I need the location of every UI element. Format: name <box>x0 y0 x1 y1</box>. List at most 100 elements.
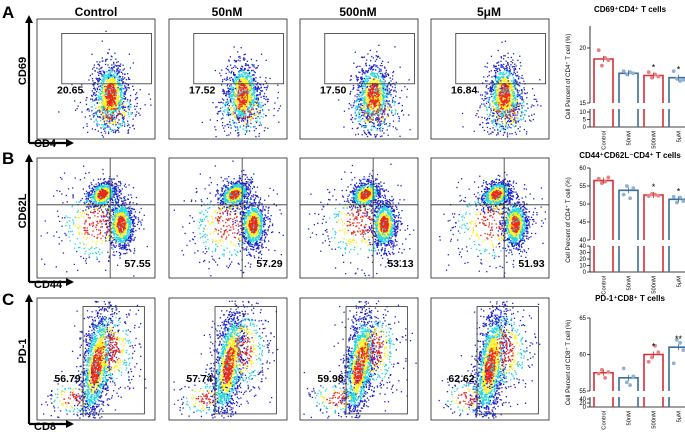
event-dot <box>246 131 247 132</box>
event-dot <box>382 118 383 119</box>
event-dot <box>401 90 402 91</box>
event-dot <box>114 103 115 104</box>
event-dot <box>229 110 230 111</box>
event-dot <box>372 108 373 109</box>
event-dot <box>503 129 504 130</box>
event-dot <box>237 132 238 133</box>
panel-label-c: C <box>2 290 14 309</box>
event-dot <box>395 110 396 111</box>
event-dot <box>356 67 357 68</box>
event-dot <box>240 78 241 79</box>
event-dot <box>495 78 496 79</box>
event-dot <box>117 85 118 86</box>
event-dot <box>101 124 102 125</box>
event-dot <box>243 125 244 126</box>
event-dot <box>395 87 396 88</box>
event-dot <box>102 102 103 103</box>
event-dot <box>513 68 514 69</box>
event-dot <box>376 77 377 78</box>
event-dot <box>357 77 358 78</box>
event-dot <box>352 117 353 118</box>
event-dot <box>370 89 371 90</box>
event-dot <box>366 126 367 127</box>
event-dot <box>133 89 134 90</box>
event-dot <box>240 81 241 82</box>
event-dot <box>519 56 520 57</box>
event-dot <box>508 64 509 65</box>
event-dot <box>86 123 87 124</box>
event-dot <box>123 95 124 96</box>
event-dot <box>256 95 257 96</box>
event-dot <box>114 129 115 130</box>
event-dot <box>486 103 487 104</box>
event-dot <box>510 88 511 89</box>
event-dot <box>518 121 519 122</box>
event-dot <box>95 112 96 113</box>
event-dot <box>264 130 265 131</box>
event-dot <box>370 84 371 85</box>
event-dot <box>369 115 370 116</box>
event-dot <box>513 53 514 54</box>
event-dot <box>248 69 249 70</box>
event-dot <box>368 100 369 101</box>
event-dot <box>247 89 248 90</box>
event-dot <box>487 131 488 132</box>
event-dot <box>390 80 391 81</box>
event-dot <box>377 115 378 116</box>
event-dot <box>263 96 264 97</box>
event-dot <box>351 107 352 108</box>
event-dot <box>116 77 117 78</box>
event-dot <box>233 107 234 108</box>
event-dot <box>397 113 398 114</box>
event-dot <box>508 93 509 94</box>
event-dot <box>261 102 262 103</box>
event-dot <box>122 88 123 89</box>
event-dot <box>217 113 218 114</box>
event-dot <box>487 67 488 68</box>
event-dot <box>485 98 486 99</box>
event-dot <box>92 96 93 97</box>
event-dot <box>372 122 373 123</box>
event-dot <box>356 96 357 97</box>
event-dot <box>110 68 111 69</box>
event-dot <box>218 111 219 112</box>
event-dot <box>258 87 259 88</box>
event-dot <box>382 104 383 105</box>
event-dot <box>487 76 488 77</box>
event-dot <box>382 65 383 66</box>
event-dot <box>108 133 109 134</box>
event-dot <box>379 98 380 99</box>
event-dot <box>113 85 114 86</box>
event-dot <box>255 121 256 122</box>
event-dot <box>122 106 123 107</box>
event-dot <box>485 66 486 67</box>
event-dot <box>495 123 496 124</box>
event-dot <box>505 68 506 69</box>
event-dot <box>227 104 228 105</box>
event-dot <box>129 116 130 117</box>
event-dot <box>521 90 522 91</box>
event-dot <box>515 104 516 105</box>
event-dot <box>379 102 380 103</box>
event-dot <box>368 104 369 105</box>
event-dot <box>383 112 384 113</box>
event-dot <box>369 102 370 103</box>
event-dot <box>499 114 500 115</box>
event-dot <box>100 79 101 80</box>
event-dot <box>95 129 96 130</box>
event-dot <box>86 97 87 98</box>
event-dot <box>104 111 105 112</box>
event-dot <box>371 56 372 57</box>
event-dot <box>230 125 231 126</box>
event-dot <box>250 95 251 96</box>
event-dot <box>212 102 213 103</box>
event-dot <box>114 85 115 86</box>
event-dot <box>516 122 517 123</box>
event-dot <box>256 60 257 61</box>
event-dot <box>230 80 231 81</box>
event-dot <box>514 85 515 86</box>
event-dot <box>111 64 112 65</box>
event-dot <box>515 81 516 82</box>
event-dot <box>135 109 136 110</box>
event-dot <box>499 91 500 92</box>
